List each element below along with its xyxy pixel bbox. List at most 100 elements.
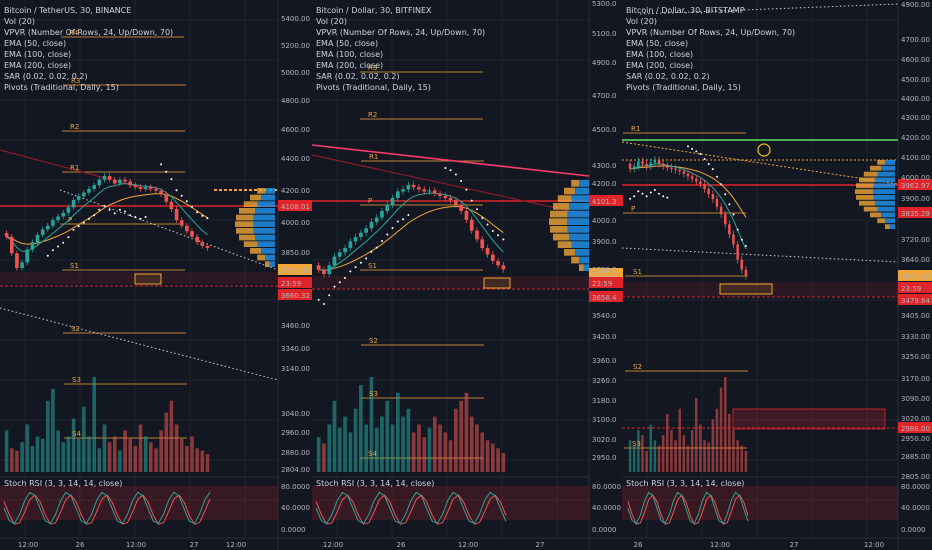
sar-dot bbox=[201, 214, 204, 217]
sar-dot bbox=[375, 246, 378, 249]
y-tick-label: 4600.00 bbox=[901, 56, 930, 64]
x-tick-label: 27 bbox=[790, 541, 799, 549]
stoch-band bbox=[0, 486, 278, 520]
volume-bar bbox=[427, 427, 432, 472]
volume-bar bbox=[628, 440, 632, 472]
candle bbox=[715, 199, 719, 207]
candle bbox=[686, 173, 690, 177]
volume-bar bbox=[501, 453, 506, 472]
y-tick-label: 3720.00 bbox=[901, 236, 930, 244]
y-tick-label: 4000.00 bbox=[281, 219, 310, 227]
stoch-title: Stoch RSI (3, 3, 14, 14, close) bbox=[4, 479, 122, 488]
candle bbox=[682, 171, 686, 174]
sar-dot bbox=[491, 230, 494, 232]
vp-bar-down bbox=[550, 226, 568, 233]
y-tick-label: 2804.00 bbox=[281, 466, 310, 474]
volume-bar bbox=[390, 424, 395, 472]
support-band bbox=[312, 276, 589, 288]
y-tick-label: 3340.00 bbox=[281, 345, 310, 353]
y-tick-label: 4900.0 bbox=[592, 59, 617, 67]
volume-bar bbox=[195, 448, 199, 473]
vp-bar-up bbox=[575, 187, 590, 195]
legend-item: EMA (100, close) bbox=[626, 50, 693, 59]
volume-bar bbox=[185, 445, 189, 472]
legend-item: EMA (200, close) bbox=[626, 61, 693, 70]
volume-bar bbox=[164, 412, 169, 472]
sar-dot bbox=[711, 168, 714, 171]
volume-bar bbox=[133, 445, 138, 472]
sar-dot bbox=[720, 183, 723, 186]
candle bbox=[695, 178, 698, 182]
pivot-label-s2: S2 bbox=[71, 325, 80, 333]
sar-dot bbox=[740, 238, 743, 241]
sar-dot bbox=[98, 208, 101, 211]
candle bbox=[66, 207, 71, 213]
candle bbox=[159, 190, 163, 195]
candle bbox=[71, 199, 76, 208]
candle bbox=[641, 161, 644, 164]
y-tick-label: 4100.00 bbox=[901, 154, 930, 162]
candle bbox=[61, 212, 66, 217]
price-tag-label: 3479.64 bbox=[901, 297, 930, 305]
candle bbox=[143, 187, 148, 189]
y-tick-label: 3020.00 bbox=[901, 415, 930, 423]
candle bbox=[744, 269, 748, 276]
volume-bar bbox=[485, 440, 490, 472]
sar-dot bbox=[93, 214, 96, 217]
sar-dot bbox=[160, 163, 163, 166]
volume-bar bbox=[728, 413, 731, 472]
volume-bar bbox=[411, 432, 416, 472]
price-tag bbox=[898, 294, 932, 305]
volume-bar bbox=[40, 438, 45, 473]
stoch-d-line bbox=[627, 494, 749, 525]
pivot-label-s4: S4 bbox=[368, 450, 377, 458]
volume-bar bbox=[369, 377, 374, 472]
volume-bar bbox=[200, 450, 205, 472]
sar-dot bbox=[381, 240, 383, 242]
legend-item: Vol (20) bbox=[316, 17, 347, 26]
y-tick-label: 4800.00 bbox=[281, 97, 310, 105]
vp-bar-down bbox=[855, 189, 873, 194]
volume-bar bbox=[732, 429, 735, 472]
vp-bar-down bbox=[265, 261, 270, 267]
candle bbox=[736, 244, 739, 260]
candle bbox=[35, 234, 40, 243]
vp-bar-down bbox=[239, 208, 256, 214]
candle bbox=[364, 228, 368, 233]
candle bbox=[485, 248, 490, 255]
y-tick-label: 3330.00 bbox=[901, 333, 930, 341]
candle bbox=[711, 194, 715, 199]
y-tick-label: 3420.0 bbox=[592, 333, 617, 341]
volume-bar bbox=[703, 440, 706, 472]
vp-bar-up bbox=[881, 165, 896, 171]
volume-bar bbox=[343, 416, 347, 472]
legend-item: EMA (50, close) bbox=[4, 39, 66, 48]
candle bbox=[82, 192, 86, 197]
sar-dot bbox=[662, 195, 665, 198]
volume-bar bbox=[10, 448, 14, 473]
sar-dot bbox=[744, 245, 747, 247]
volume-bar bbox=[690, 429, 694, 472]
vp-bar-down bbox=[553, 233, 570, 241]
candle bbox=[179, 220, 184, 226]
support-band bbox=[0, 272, 278, 284]
candle bbox=[401, 189, 405, 192]
legend-item: EMA (50, close) bbox=[316, 39, 378, 48]
sar-dot bbox=[108, 208, 111, 211]
vp-bar-down bbox=[243, 201, 258, 207]
pivot-dash bbox=[621, 141, 899, 185]
y-tick-label: 2950.0 bbox=[592, 454, 617, 462]
volume-bar bbox=[35, 436, 40, 472]
vp-bar-up bbox=[269, 261, 275, 267]
y-tick-label: 3640.00 bbox=[901, 256, 930, 264]
candle bbox=[138, 187, 143, 189]
sar-dot bbox=[67, 236, 70, 239]
sar-dot bbox=[344, 277, 346, 279]
volume-bar bbox=[401, 416, 405, 472]
vp-bar-up bbox=[253, 221, 275, 227]
price-tag-label: 3660.32 bbox=[281, 292, 310, 300]
volume-bar bbox=[51, 388, 55, 472]
candle bbox=[649, 162, 652, 167]
selection-box bbox=[719, 283, 773, 295]
candle bbox=[732, 234, 735, 245]
